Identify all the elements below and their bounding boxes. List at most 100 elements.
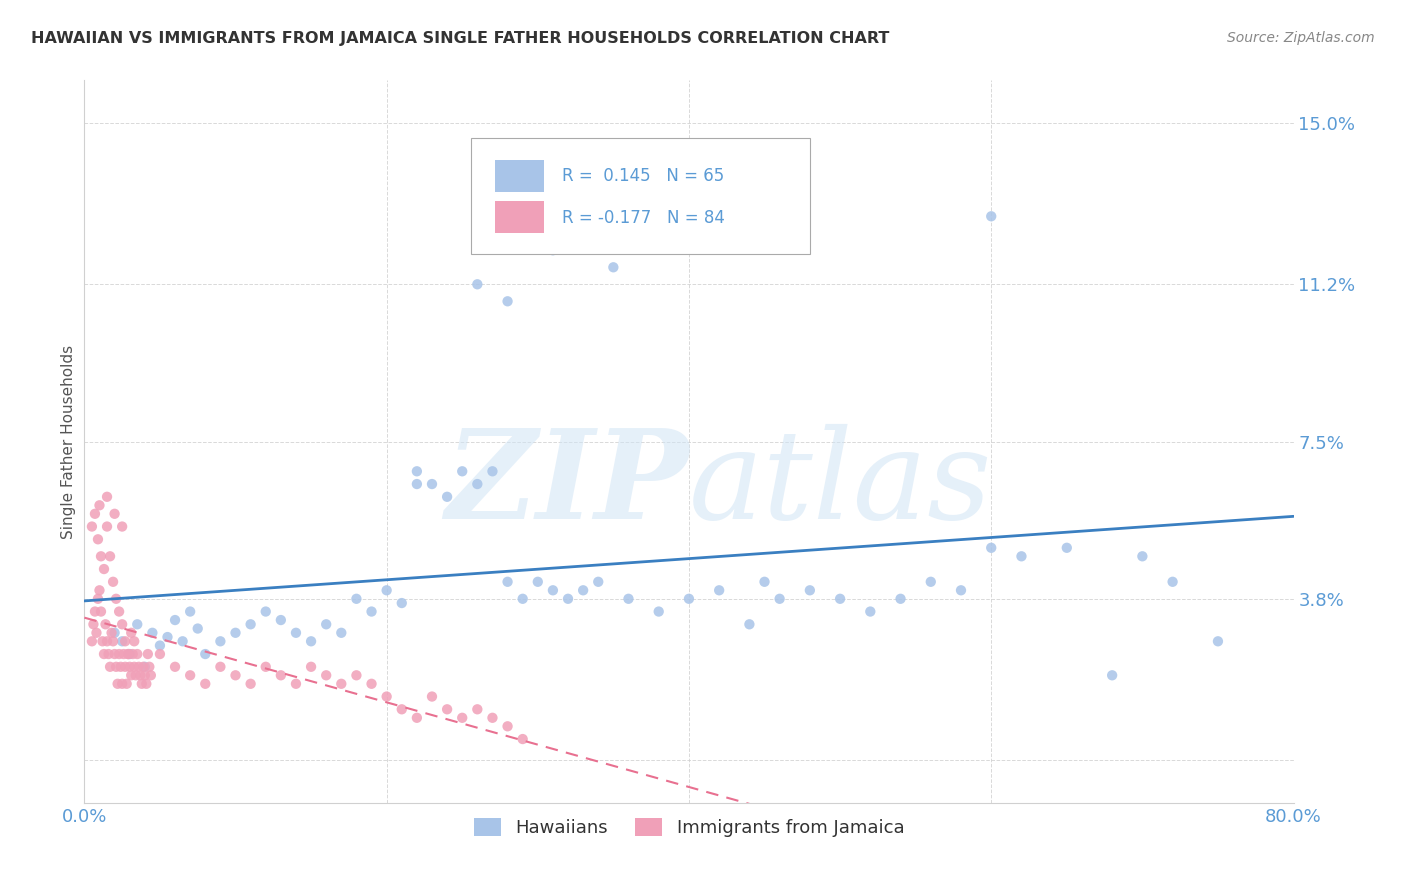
Point — [86, 625, 108, 640]
Point — [104, 625, 127, 640]
Legend: Hawaiians, Immigrants from Jamaica: Hawaiians, Immigrants from Jamaica — [467, 811, 911, 845]
Point — [107, 677, 129, 691]
Point — [93, 562, 115, 576]
Point — [360, 677, 382, 691]
Point — [375, 690, 398, 704]
Point — [149, 639, 172, 653]
Point — [105, 591, 128, 606]
Point — [122, 660, 145, 674]
Point — [239, 617, 262, 632]
Point — [830, 591, 852, 606]
Point — [108, 647, 131, 661]
Point — [541, 583, 564, 598]
Point — [572, 583, 595, 598]
Point — [97, 647, 120, 661]
Point — [134, 668, 156, 682]
Point — [950, 583, 973, 598]
Point — [330, 677, 353, 691]
Point — [315, 617, 337, 632]
Point — [527, 574, 550, 589]
Point — [467, 477, 489, 491]
Point — [111, 617, 134, 632]
Point — [156, 630, 179, 644]
Point — [391, 596, 413, 610]
Point — [125, 668, 148, 682]
Point — [129, 668, 152, 682]
Point — [225, 668, 247, 682]
Point — [346, 591, 368, 606]
Point — [108, 605, 131, 619]
Point — [117, 647, 139, 661]
Point — [120, 625, 142, 640]
Point — [179, 668, 201, 682]
Point — [101, 574, 124, 589]
Point — [239, 677, 262, 691]
Point — [709, 583, 731, 598]
Point — [111, 519, 134, 533]
Point — [1206, 634, 1229, 648]
Point — [90, 605, 112, 619]
Point — [1101, 668, 1123, 682]
Point — [132, 660, 155, 674]
Point — [451, 711, 474, 725]
Point — [209, 660, 232, 674]
Point — [859, 605, 882, 619]
Point — [799, 583, 821, 598]
Point — [194, 677, 217, 691]
Point — [225, 625, 247, 640]
Point — [330, 625, 353, 640]
Point — [420, 477, 443, 491]
Point — [141, 625, 163, 640]
Point — [890, 591, 912, 606]
Point — [112, 647, 135, 661]
Point — [110, 660, 132, 674]
Point — [617, 591, 640, 606]
Point — [406, 711, 429, 725]
Point — [131, 677, 153, 691]
Point — [165, 613, 187, 627]
Text: R = -0.177   N = 84: R = -0.177 N = 84 — [562, 209, 725, 227]
Point — [254, 660, 277, 674]
Point — [94, 617, 117, 632]
Point — [315, 668, 337, 682]
Point — [648, 605, 671, 619]
Point — [139, 668, 162, 682]
Point — [769, 591, 792, 606]
Point — [285, 677, 308, 691]
Point — [467, 277, 489, 292]
Point — [436, 490, 458, 504]
Point — [451, 464, 474, 478]
Point — [299, 634, 322, 648]
Point — [111, 677, 134, 691]
Point — [134, 660, 156, 674]
Point — [420, 690, 443, 704]
Point — [512, 732, 534, 747]
Point — [194, 647, 217, 661]
Point — [209, 634, 232, 648]
Point — [91, 634, 114, 648]
Point — [179, 605, 201, 619]
Point — [481, 464, 503, 478]
Point — [496, 574, 519, 589]
Point — [602, 260, 624, 275]
Point — [165, 660, 187, 674]
Y-axis label: Single Father Households: Single Father Households — [60, 344, 76, 539]
Point — [1130, 549, 1153, 564]
Point — [80, 519, 103, 533]
Point — [93, 647, 115, 661]
Point — [120, 668, 142, 682]
Point — [84, 507, 107, 521]
Text: ZIP: ZIP — [446, 424, 689, 546]
Point — [1011, 549, 1033, 564]
Point — [270, 613, 292, 627]
Point — [96, 634, 118, 648]
Point — [121, 647, 143, 661]
Point — [375, 583, 398, 598]
Point — [135, 677, 157, 691]
Point — [89, 498, 111, 512]
Point — [187, 622, 209, 636]
Point — [101, 634, 124, 648]
Point — [270, 668, 292, 682]
Point — [87, 533, 110, 547]
Point — [980, 541, 1002, 555]
